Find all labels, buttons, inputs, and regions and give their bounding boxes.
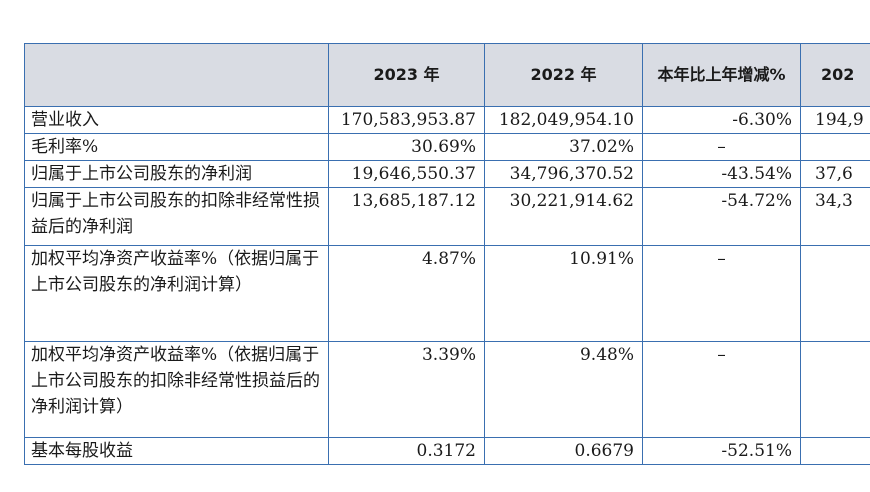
value-2022: 34,796,370.52 bbox=[484, 160, 643, 188]
header-year-2023: 2023 年 bbox=[328, 43, 485, 107]
value-2022: 10.91% bbox=[484, 245, 643, 342]
row-label: 基本每股收益 bbox=[24, 437, 329, 465]
value-2021 bbox=[800, 341, 870, 438]
value-2021 bbox=[800, 245, 870, 342]
header-yoy-change: 本年比上年增减% bbox=[642, 43, 801, 107]
value-2023: 170,583,953.87 bbox=[328, 106, 485, 134]
value-change: -43.54% bbox=[642, 160, 801, 188]
value-2021 bbox=[800, 133, 870, 161]
value-change: -6.30% bbox=[642, 106, 801, 134]
value-2023: 30.69% bbox=[328, 133, 485, 161]
row-label: 加权平均净资产收益率%（依据归属于上市公司股东的扣除非经常性损益后的净利润计算） bbox=[24, 341, 329, 438]
value-2022: 0.6679 bbox=[484, 437, 643, 465]
table-row: 加权平均净资产收益率%（依据归属于上市公司股东的扣除非经常性损益后的净利润计算）… bbox=[24, 341, 870, 438]
value-2022: 30,221,914.62 bbox=[484, 187, 643, 246]
value-2021: 37,6 bbox=[800, 160, 870, 188]
value-2022: 182,049,954.10 bbox=[484, 106, 643, 134]
value-change: – bbox=[642, 341, 801, 438]
value-2021: 194,9 bbox=[800, 106, 870, 134]
table-header-row: 2023 年 2022 年 本年比上年增减% 202 bbox=[24, 43, 870, 107]
table-row: 归属于上市公司股东的净利润 19,646,550.37 34,796,370.5… bbox=[24, 160, 870, 188]
value-2023: 0.3172 bbox=[328, 437, 485, 465]
value-2023: 19,646,550.37 bbox=[328, 160, 485, 188]
value-2023: 13,685,187.12 bbox=[328, 187, 485, 246]
value-2021 bbox=[800, 437, 870, 465]
table-row: 营业收入 170,583,953.87 182,049,954.10 -6.30… bbox=[24, 106, 870, 134]
row-label: 加权平均净资产收益率%（依据归属于上市公司股东的净利润计算） bbox=[24, 245, 329, 342]
header-year-2022: 2022 年 bbox=[484, 43, 643, 107]
row-label: 营业收入 bbox=[24, 106, 329, 134]
financial-summary-table: 2023 年 2022 年 本年比上年增减% 202 营业收入 170,583,… bbox=[24, 43, 870, 465]
value-change: – bbox=[642, 133, 801, 161]
header-year-2021: 202 bbox=[800, 43, 870, 107]
value-2023: 4.87% bbox=[328, 245, 485, 342]
financial-table-container: 2023 年 2022 年 本年比上年增减% 202 营业收入 170,583,… bbox=[24, 43, 870, 479]
header-item bbox=[24, 43, 329, 107]
value-2022: 9.48% bbox=[484, 341, 643, 438]
table-row: 归属于上市公司股东的扣除非经常性损益后的净利润 13,685,187.12 30… bbox=[24, 187, 870, 246]
value-change: -52.51% bbox=[642, 437, 801, 465]
row-label: 归属于上市公司股东的净利润 bbox=[24, 160, 329, 188]
value-2021: 34,3 bbox=[800, 187, 870, 246]
value-change: -54.72% bbox=[642, 187, 801, 246]
row-label: 归属于上市公司股东的扣除非经常性损益后的净利润 bbox=[24, 187, 329, 246]
value-2022: 37.02% bbox=[484, 133, 643, 161]
table-row: 基本每股收益 0.3172 0.6679 -52.51% bbox=[24, 437, 870, 465]
value-2023: 3.39% bbox=[328, 341, 485, 438]
table-row: 毛利率% 30.69% 37.02% – bbox=[24, 133, 870, 161]
table-row: 加权平均净资产收益率%（依据归属于上市公司股东的净利润计算） 4.87% 10.… bbox=[24, 245, 870, 342]
row-label: 毛利率% bbox=[24, 133, 329, 161]
value-change: – bbox=[642, 245, 801, 342]
